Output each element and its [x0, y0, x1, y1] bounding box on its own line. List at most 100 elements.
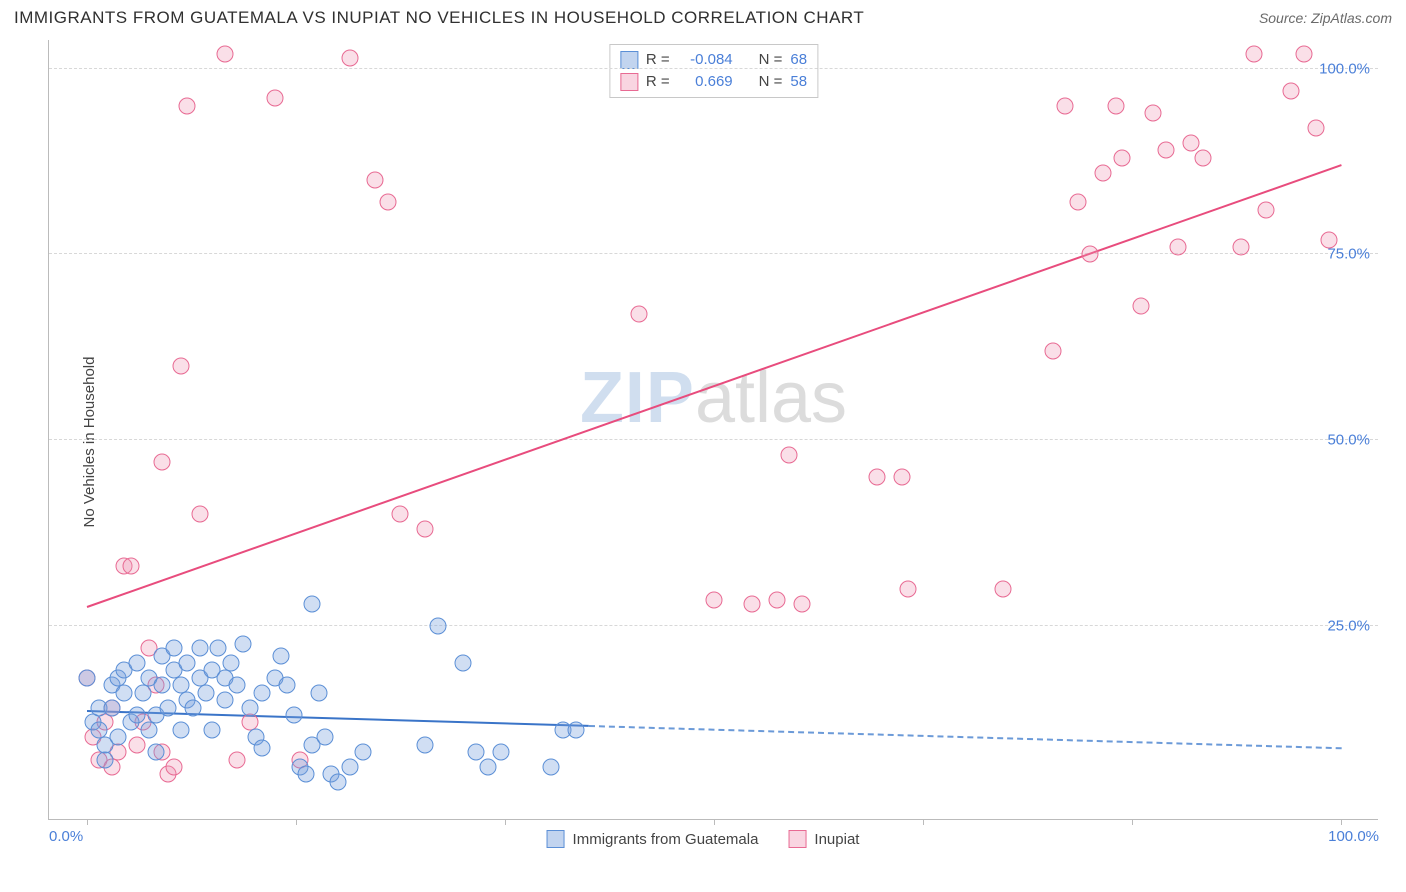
data-point — [1232, 239, 1249, 256]
data-point — [216, 45, 233, 62]
data-point — [279, 677, 296, 694]
data-point — [743, 595, 760, 612]
n-value: 58 — [790, 71, 807, 93]
data-point — [254, 684, 271, 701]
data-point — [166, 759, 183, 776]
data-point — [417, 521, 434, 538]
data-point — [197, 684, 214, 701]
source-name: ZipAtlas.com — [1311, 10, 1392, 26]
data-point — [1245, 45, 1262, 62]
r-label: R = — [646, 71, 670, 93]
data-point — [310, 684, 327, 701]
data-point — [793, 595, 810, 612]
data-point — [128, 736, 145, 753]
data-point — [229, 751, 246, 768]
data-point — [298, 766, 315, 783]
n-label: N = — [759, 71, 783, 93]
data-point — [1113, 149, 1130, 166]
data-point — [166, 640, 183, 657]
data-point — [191, 640, 208, 657]
data-point — [994, 580, 1011, 597]
data-point — [781, 447, 798, 464]
watermark: ZIPatlas — [580, 357, 847, 439]
data-point — [367, 172, 384, 189]
data-point — [110, 729, 127, 746]
data-point — [1094, 164, 1111, 181]
data-point — [900, 580, 917, 597]
data-point — [1082, 246, 1099, 263]
data-point — [342, 49, 359, 66]
x-tick — [1341, 819, 1342, 825]
data-point — [78, 669, 95, 686]
legend-series-label: Inupiat — [814, 831, 859, 848]
data-point — [1107, 97, 1124, 114]
data-point — [204, 721, 221, 738]
data-point — [379, 194, 396, 211]
data-point — [567, 721, 584, 738]
data-point — [97, 751, 114, 768]
y-tick-label: 75.0% — [1327, 246, 1370, 263]
y-tick-label: 100.0% — [1319, 60, 1370, 77]
data-point — [241, 699, 258, 716]
data-point — [147, 744, 164, 761]
data-point — [179, 97, 196, 114]
legend-series-label: Immigrants from Guatemala — [573, 831, 759, 848]
legend-series-item: Immigrants from Guatemala — [547, 830, 759, 848]
data-point — [1308, 120, 1325, 137]
x-tick — [714, 819, 715, 825]
data-point — [455, 655, 472, 672]
data-point — [768, 591, 785, 608]
y-tick-label: 50.0% — [1327, 432, 1370, 449]
data-point — [342, 759, 359, 776]
data-point — [429, 617, 446, 634]
data-point — [153, 454, 170, 471]
data-point — [354, 744, 371, 761]
data-point — [1295, 45, 1312, 62]
data-point — [1195, 149, 1212, 166]
source-prefix: Source: — [1259, 10, 1311, 26]
legend-swatch-icon — [547, 830, 565, 848]
x-tick — [505, 819, 506, 825]
trend-line — [588, 725, 1341, 749]
legend-stats: R =-0.084N =68R =0.669N =58 — [609, 44, 818, 98]
data-point — [869, 469, 886, 486]
data-point — [1069, 194, 1086, 211]
data-point — [467, 744, 484, 761]
r-value: 0.669 — [678, 71, 733, 93]
data-point — [216, 692, 233, 709]
data-point — [222, 655, 239, 672]
data-point — [185, 699, 202, 716]
data-point — [116, 684, 133, 701]
data-point — [1157, 142, 1174, 159]
data-point — [179, 655, 196, 672]
data-point — [229, 677, 246, 694]
legend-series: Immigrants from Guatemala Inupiat — [547, 830, 860, 848]
data-point — [1057, 97, 1074, 114]
x-tick-label-left: 0.0% — [49, 828, 83, 845]
data-point — [172, 357, 189, 374]
x-tick-label-right: 100.0% — [1328, 828, 1379, 845]
x-tick — [1132, 819, 1133, 825]
data-point — [542, 759, 559, 776]
data-point — [894, 469, 911, 486]
data-point — [141, 721, 158, 738]
data-point — [128, 655, 145, 672]
legend-swatch-icon — [620, 51, 638, 69]
data-point — [1044, 343, 1061, 360]
x-tick — [923, 819, 924, 825]
data-point — [706, 591, 723, 608]
x-tick — [296, 819, 297, 825]
data-point — [630, 305, 647, 322]
gridline — [49, 68, 1378, 69]
x-tick — [87, 819, 88, 825]
watermark-atlas: atlas — [695, 358, 847, 438]
data-point — [235, 636, 252, 653]
data-point — [273, 647, 290, 664]
data-point — [135, 684, 152, 701]
trend-line — [86, 164, 1341, 608]
data-point — [1170, 239, 1187, 256]
data-point — [492, 744, 509, 761]
chart-title: IMMIGRANTS FROM GUATEMALA VS INUPIAT NO … — [14, 8, 864, 28]
plot-area: ZIPatlas R =-0.084N =68R =0.669N =58 25.… — [48, 40, 1378, 820]
data-point — [1283, 83, 1300, 100]
